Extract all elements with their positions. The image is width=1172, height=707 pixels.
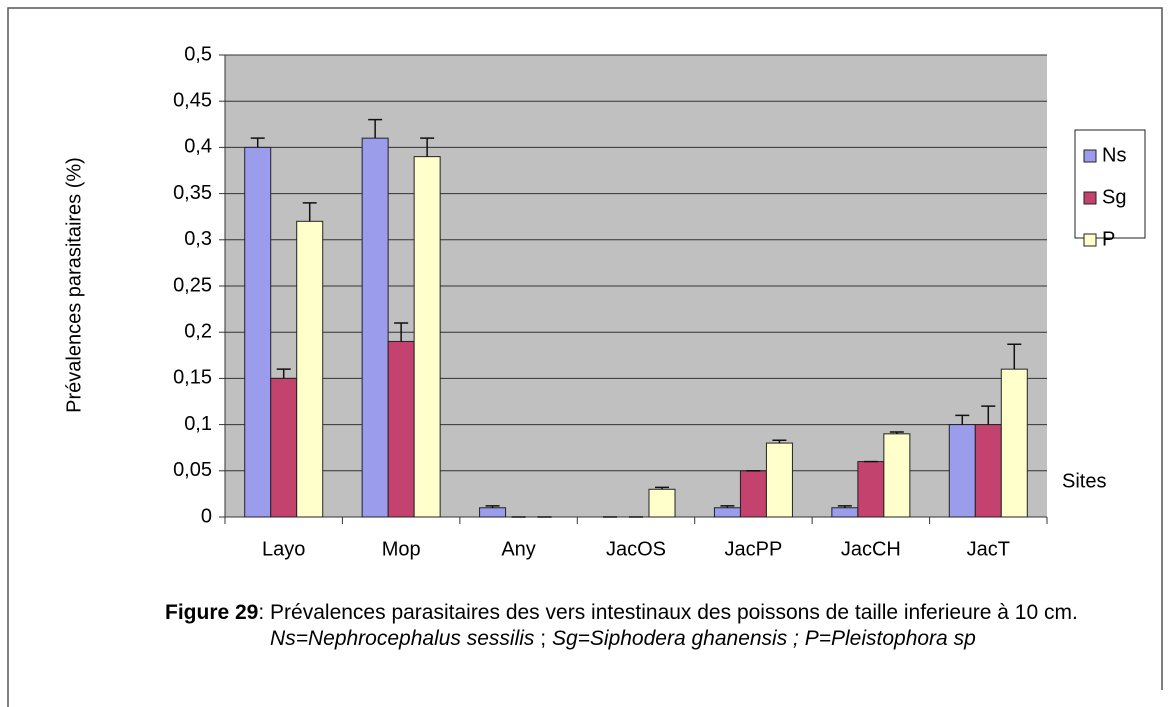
error-bar — [394, 322, 409, 342]
caption-colon: : — [258, 601, 271, 624]
x-tick-label: Mop — [382, 538, 421, 560]
bar — [739, 470, 767, 518]
caption-species: Sg=Siphodera ghanensis ; P=Pleistophora … — [551, 627, 976, 650]
bar — [948, 424, 976, 518]
caption-text: Prévalences parasitaires des vers intest… — [270, 600, 1125, 652]
bar — [974, 424, 1002, 518]
page-frame — [7, 7, 1163, 707]
x-tick-label: JacPP — [725, 538, 783, 560]
y-tick-label: 0,35 — [173, 182, 212, 204]
error-bar — [302, 202, 317, 222]
error-bar — [889, 431, 904, 434]
y-axis-label: Prévalences parasitaires (%) — [63, 157, 85, 413]
bar — [413, 156, 441, 518]
bar — [1000, 368, 1028, 518]
bar — [387, 340, 415, 518]
legend-label: P — [1102, 228, 1115, 250]
legend-label: Sg — [1102, 186, 1126, 208]
y-tick-label: 0 — [201, 505, 212, 527]
x-tick-label: JacCH — [841, 538, 901, 560]
bar — [361, 137, 389, 518]
y-tick-label: 0,2 — [184, 320, 212, 342]
bar — [479, 507, 507, 518]
error-bar — [720, 505, 735, 508]
legend-label: Ns — [1102, 144, 1126, 166]
y-tick-label: 0,1 — [184, 413, 212, 435]
x-tick-label: JacOS — [606, 538, 666, 560]
bar — [831, 507, 859, 518]
x-tick-label: Layo — [262, 538, 305, 560]
x-tick-label: JacT — [967, 538, 1010, 560]
legend-box — [1074, 129, 1146, 239]
error-bar — [485, 505, 500, 508]
bar — [857, 461, 885, 518]
bar — [296, 220, 324, 518]
error-bar — [420, 137, 435, 157]
error-bar — [1007, 343, 1022, 370]
annotation: Sites — [1062, 470, 1106, 492]
y-tick-label: 0,05 — [173, 459, 212, 481]
bar — [713, 507, 741, 518]
error-bar — [250, 137, 265, 148]
bar — [648, 488, 676, 518]
legend-swatch — [1083, 233, 1097, 247]
error-bar — [655, 486, 669, 490]
bar — [244, 146, 272, 518]
error-bar — [837, 505, 852, 508]
caption-species: Ns=Nephrocephalus sessilis — [270, 627, 535, 650]
y-tick-label: 0,5 — [184, 43, 212, 65]
bar — [270, 377, 298, 518]
caption-separator: ; — [534, 627, 552, 650]
legend-swatch — [1083, 191, 1097, 205]
y-tick-label: 0,3 — [184, 228, 212, 250]
y-tick-label: 0,25 — [173, 274, 212, 296]
error-bar — [955, 414, 970, 425]
bar — [765, 442, 793, 518]
y-tick-label: 0,15 — [173, 367, 212, 389]
legend-swatch — [1083, 149, 1097, 163]
error-bar — [981, 405, 996, 425]
caption-label: Figure 29 — [165, 601, 259, 624]
error-bar — [368, 118, 383, 139]
x-tick-label: Any — [501, 538, 535, 560]
y-tick-label: 0,45 — [173, 89, 212, 111]
error-bar — [772, 439, 787, 444]
error-bar — [276, 368, 291, 379]
y-tick-label: 0,4 — [184, 136, 212, 158]
caption-body: Prévalences parasitaires des vers intest… — [270, 601, 1084, 624]
caption: Figure 29: Prévalences parasitaires des … — [165, 600, 1125, 652]
bar — [883, 433, 911, 518]
